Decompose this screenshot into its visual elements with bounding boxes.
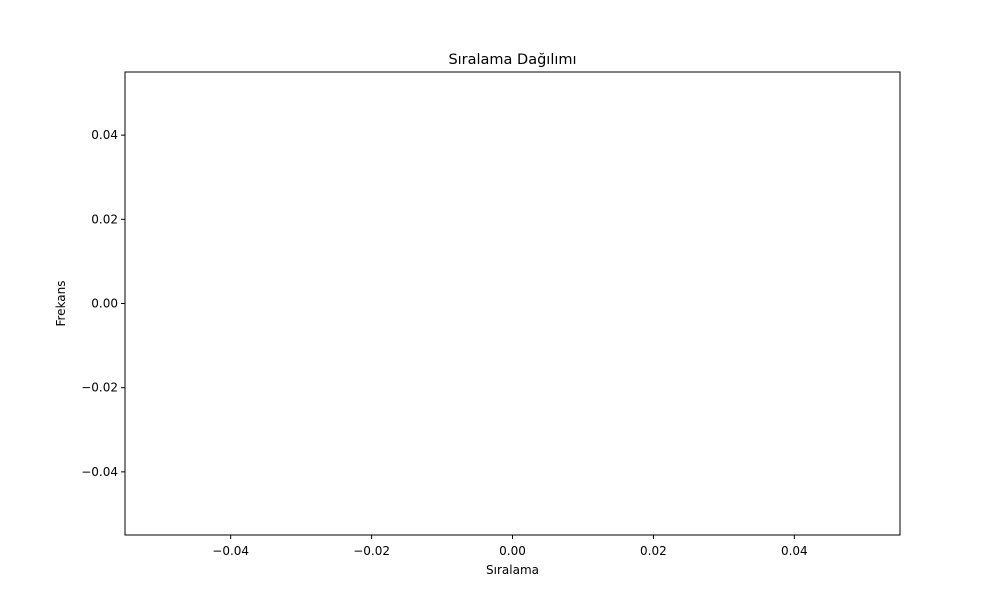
x-tick-label: −0.02 [353, 544, 390, 558]
y-tick-label: −0.04 [81, 465, 118, 479]
x-tick-label: 0.00 [499, 544, 526, 558]
x-axis-ticks: −0.04 −0.02 0.00 0.02 0.04 [212, 535, 808, 558]
y-tick-label: 0.04 [91, 128, 118, 142]
x-axis-label: Sıralama [486, 563, 539, 577]
x-tick-label: 0.02 [640, 544, 667, 558]
y-axis-label: Frekans [54, 280, 68, 326]
x-tick-label: 0.04 [781, 544, 808, 558]
chart-title: Sıralama Dağılımı [448, 52, 576, 68]
y-axis-ticks: −0.04 −0.02 0.00 0.02 0.04 [81, 128, 125, 479]
plot-area-frame [124, 71, 901, 536]
y-tick-label: 0.02 [91, 212, 118, 226]
x-tick-label: −0.04 [212, 544, 249, 558]
y-tick-label: 0.00 [91, 297, 118, 311]
y-tick-label: −0.02 [81, 381, 118, 395]
